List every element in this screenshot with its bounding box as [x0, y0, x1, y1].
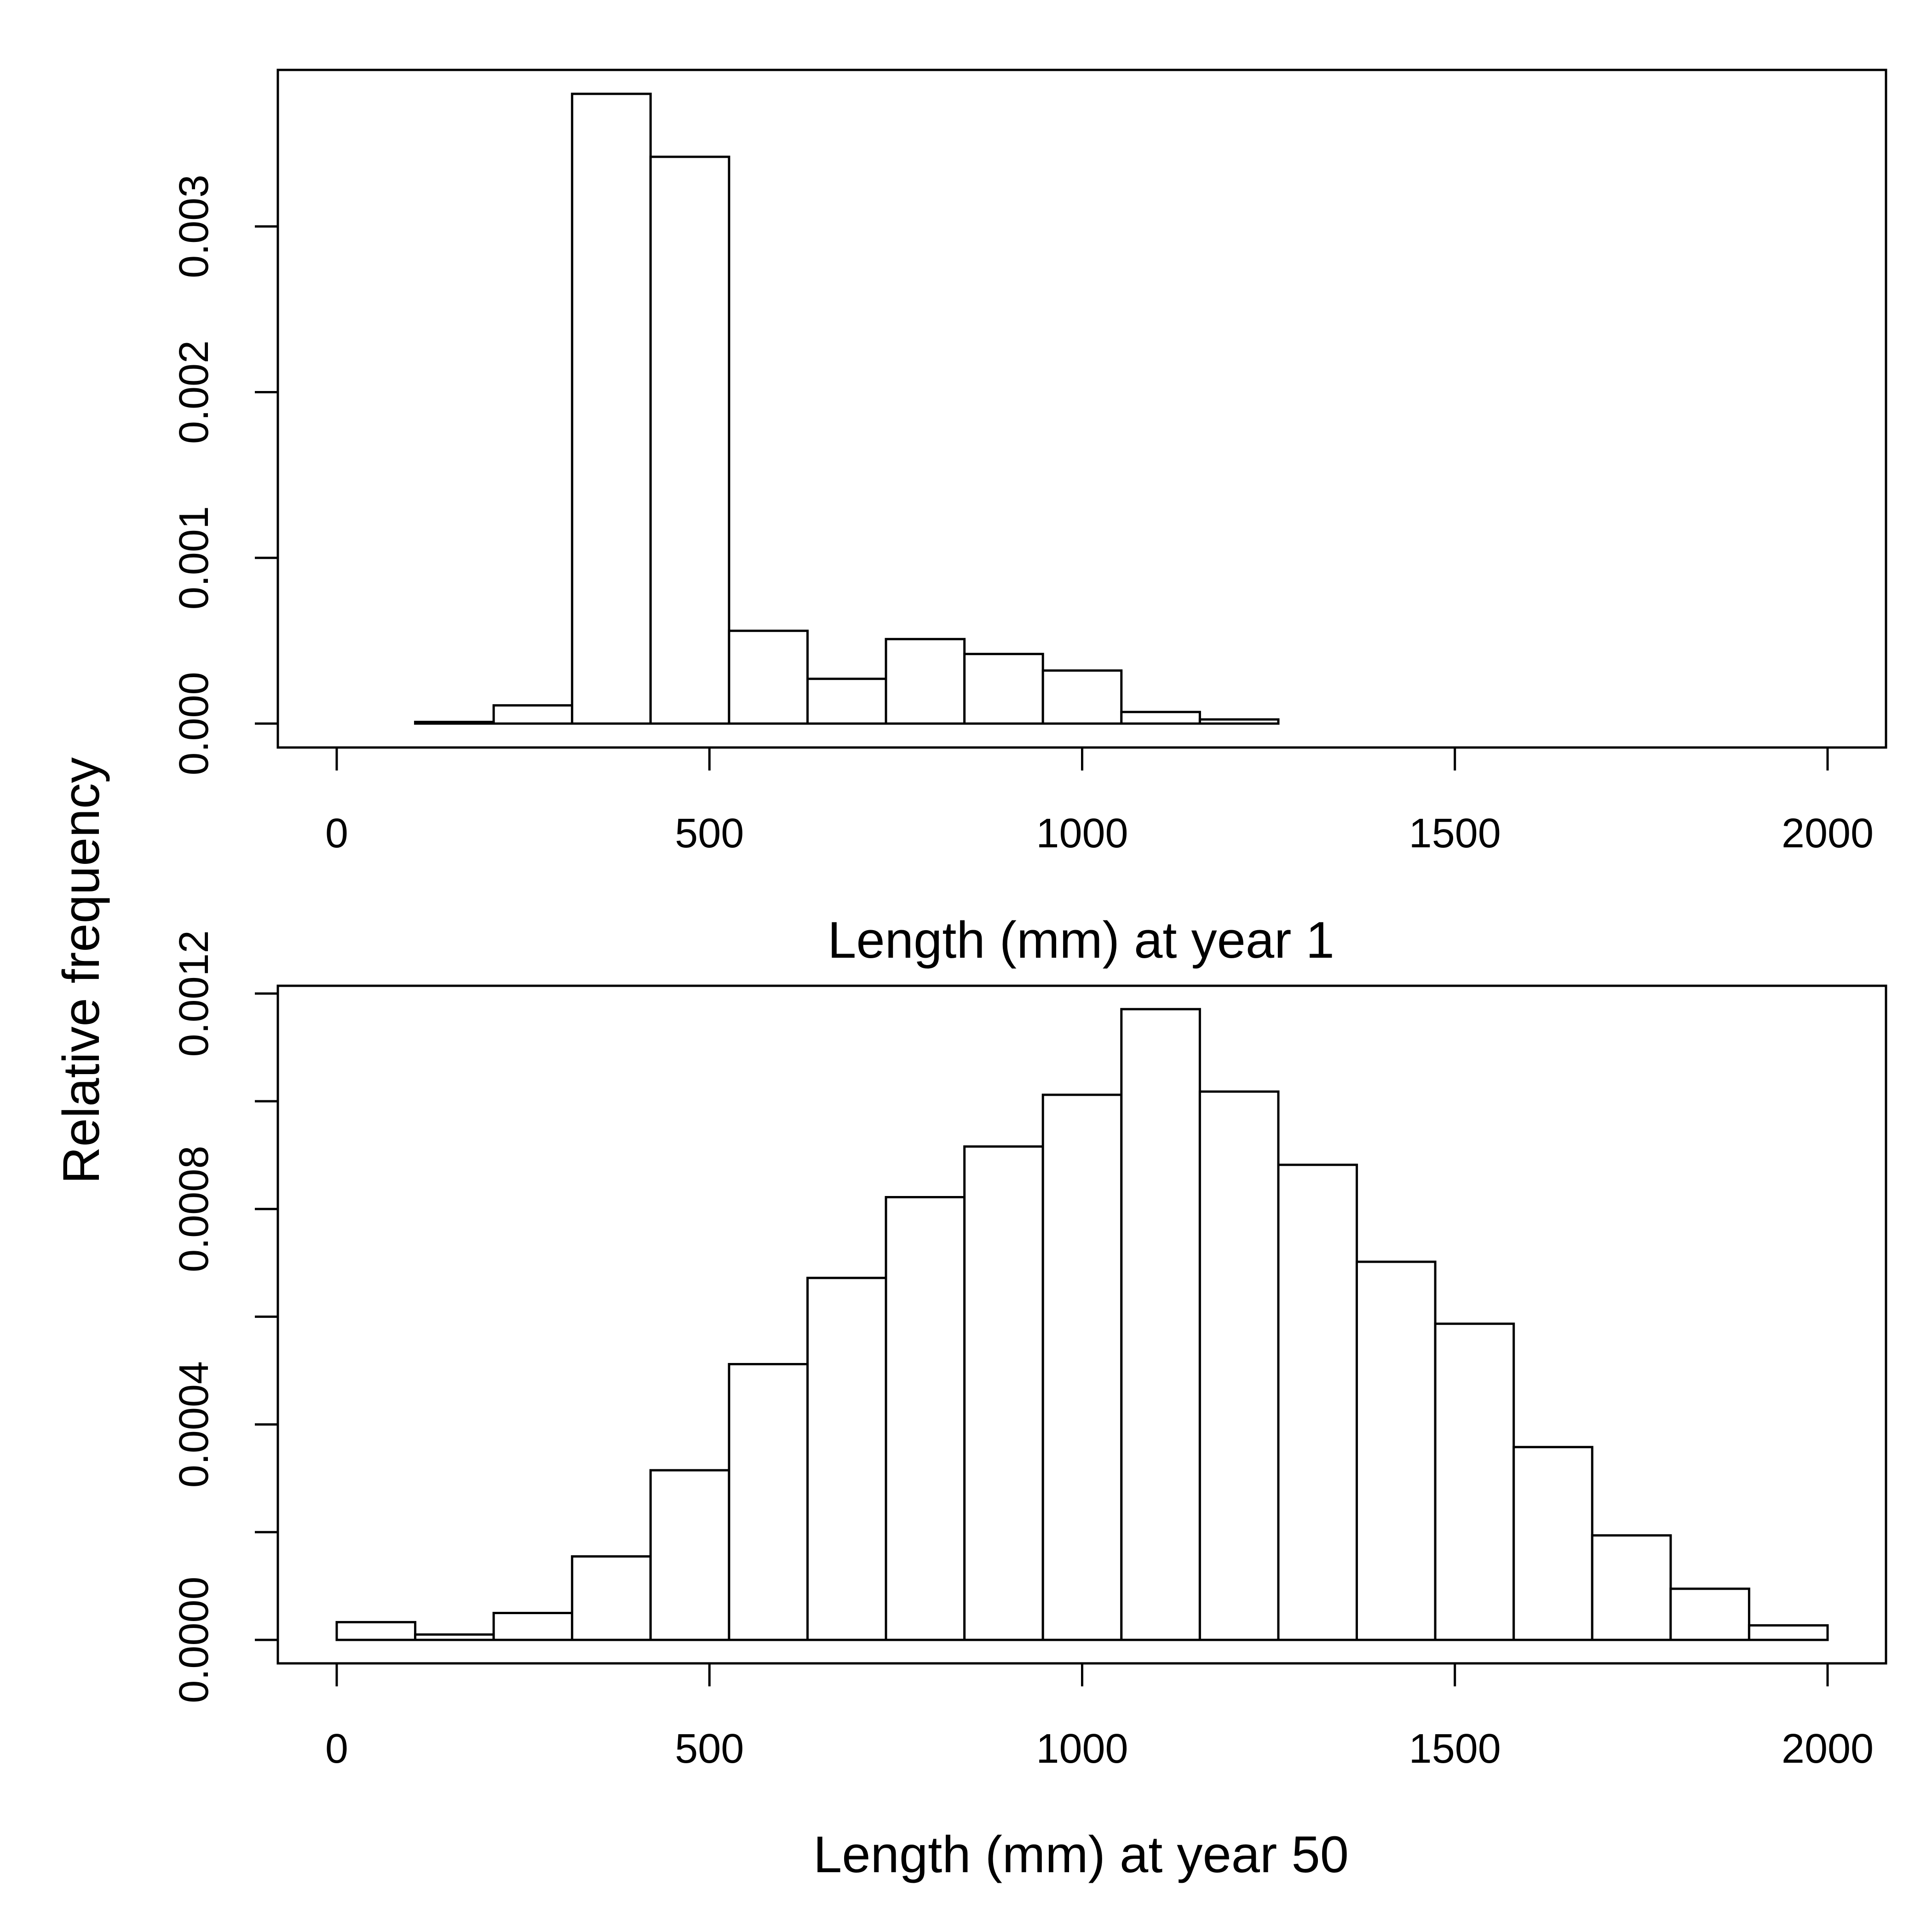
y-tick-label: 0.0008	[171, 1146, 217, 1272]
histogram-bar	[1120, 1008, 1201, 1641]
histogram-bar	[885, 638, 966, 725]
histogram-bar	[1669, 1587, 1750, 1641]
histogram-bar	[1120, 711, 1201, 725]
y-tick-label: 0.0012	[171, 930, 217, 1057]
x-axis: 0 500 1000 1500 2000	[325, 1662, 1874, 1772]
bars	[335, 1008, 1829, 1641]
histogram-bar	[1748, 1624, 1829, 1641]
y-axis: 0.000 0.001 0.002 0.003	[171, 175, 279, 776]
histogram-bar	[492, 1612, 574, 1641]
histogram-bar	[1277, 1163, 1358, 1641]
x-tick-label: 0	[325, 811, 348, 857]
y-tick-label: 0.000	[171, 672, 217, 775]
histogram-bar	[1198, 718, 1280, 725]
histogram-bar	[963, 1145, 1044, 1641]
histogram-bar	[649, 1469, 730, 1641]
bars	[414, 92, 1280, 725]
histogram-bar	[335, 1621, 417, 1641]
x-tick-label: 1000	[1036, 811, 1128, 857]
y-tick-label: 0.003	[171, 175, 217, 278]
x-tick-label: 1500	[1409, 1726, 1501, 1772]
histogram-bar	[1591, 1534, 1672, 1641]
histogram-bar	[1512, 1446, 1593, 1641]
x-tick-label: 500	[675, 1726, 744, 1772]
histogram-bar	[571, 92, 652, 725]
y-tick-label: 0.0000	[171, 1576, 217, 1703]
y-tick-label: 0.0004	[171, 1361, 217, 1488]
histogram-bar	[649, 155, 730, 725]
histogram-bar	[571, 1555, 652, 1641]
histogram-bar	[728, 1363, 809, 1641]
y-axis-title: Relative frequency	[52, 757, 110, 1184]
x-tick-label: 2000	[1782, 811, 1874, 857]
histogram-bar	[1356, 1260, 1437, 1641]
y-tick-label: 0.002	[171, 340, 217, 444]
histogram-bar	[728, 629, 809, 725]
histogram-bar	[806, 678, 887, 725]
histogram-bar	[1198, 1090, 1280, 1641]
x-tick-label: 1500	[1409, 811, 1501, 857]
x-tick-label: 500	[675, 811, 744, 857]
histogram-bar	[1041, 1093, 1123, 1641]
histogram-bar	[1041, 669, 1123, 725]
histogram-bar	[806, 1276, 887, 1641]
histogram-year-50: 0 500 1000 1500 2000 0.0000 0.0004 0.0008 0.001…	[171, 930, 1887, 1883]
x-tick-label: 2000	[1782, 1726, 1874, 1772]
x-axis-title: Length (mm) at year 1	[828, 911, 1334, 969]
y-tick-label: 0.001	[171, 506, 217, 610]
histogram-bar	[414, 1633, 495, 1641]
x-axis-title: Length (mm) at year 50	[813, 1826, 1349, 1883]
y-axis: 0.0000 0.0004 0.0008 0.0012	[171, 930, 279, 1703]
histogram-bar	[414, 720, 495, 725]
histogram-year-1: 0 500 1000 1500 2000 0.000 0.001 0.002 0.003 Le…	[171, 69, 1887, 969]
x-tick-label: 0	[325, 1726, 348, 1772]
histogram-bar	[885, 1196, 966, 1641]
histogram-bar	[492, 704, 574, 725]
x-axis: 0 500 1000 1500 2000	[325, 746, 1874, 857]
x-tick-label: 1000	[1036, 1726, 1128, 1772]
histogram-bar	[1434, 1322, 1515, 1641]
histogram-bar	[963, 653, 1044, 725]
